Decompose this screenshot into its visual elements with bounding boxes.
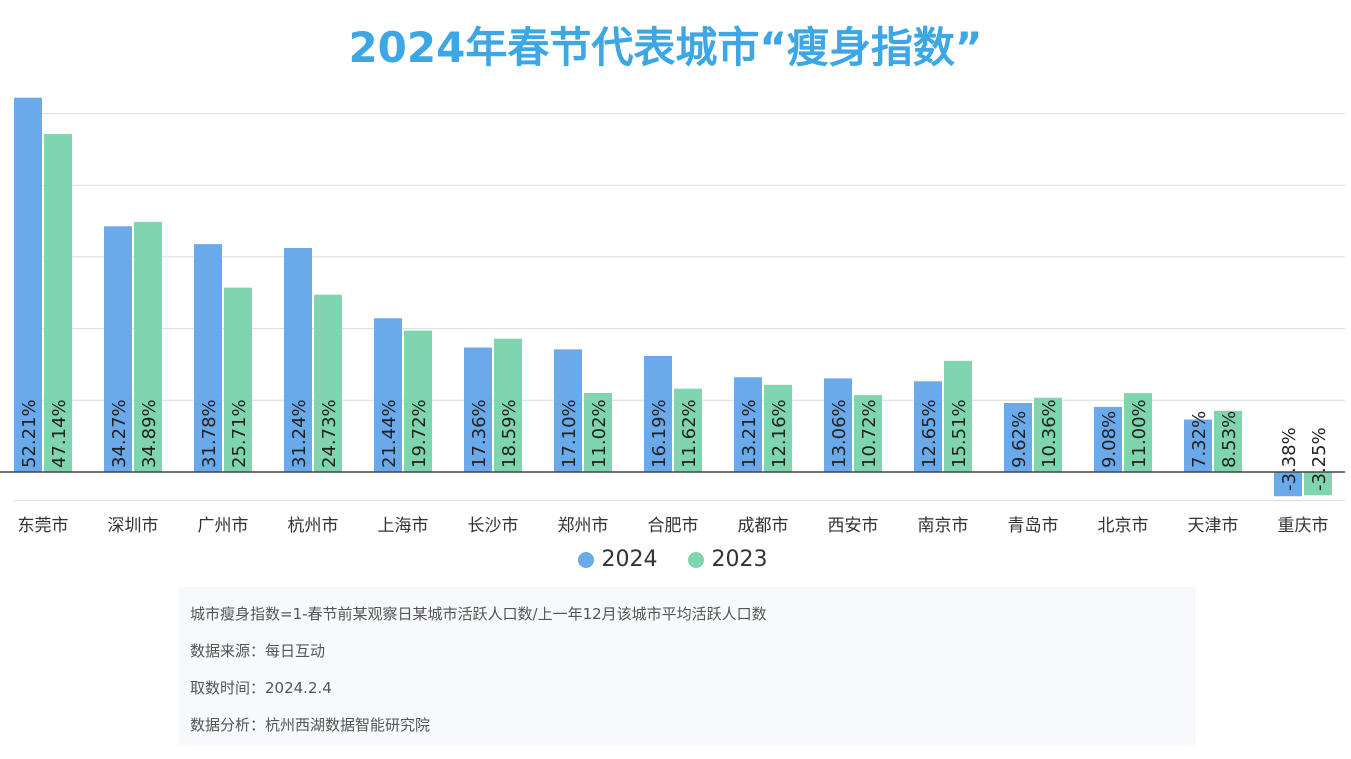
data-label-2023: 47.14% xyxy=(49,399,70,468)
data-label-2024: 34.27% xyxy=(109,399,130,468)
bar-2023 xyxy=(314,294,342,472)
chart-title: 2024年春节代表城市“瘦身指数” xyxy=(348,23,983,72)
bar-2024 xyxy=(644,355,672,472)
x-tick-label: 天津市 xyxy=(1188,516,1239,536)
bar-2023 xyxy=(1304,472,1332,496)
x-tick-label: 南京市 xyxy=(918,516,969,536)
data-label-2024: 13.21% xyxy=(739,399,760,468)
x-tick-label: 广州市 xyxy=(198,516,249,536)
legend-marker-2024 xyxy=(577,551,594,568)
bar-2023 xyxy=(134,221,162,472)
x-tick-label: 北京市 xyxy=(1098,516,1149,536)
bar-2023 xyxy=(1124,393,1152,472)
x-tick-label: 青岛市 xyxy=(1008,516,1059,536)
bar-2024 xyxy=(734,377,762,472)
bar-2024 xyxy=(1274,472,1302,497)
x-tick-label: 东莞市 xyxy=(18,516,69,536)
bar-2024 xyxy=(284,248,312,472)
bar-2024 xyxy=(1004,403,1032,472)
bar-2024 xyxy=(824,378,852,472)
note-date: 取数时间：2024.2.4 xyxy=(190,679,332,697)
data-label-2023: -3.25% xyxy=(1309,427,1330,491)
bar-2024 xyxy=(464,347,492,472)
data-label-2023: 10.72% xyxy=(859,399,880,468)
bar-2023 xyxy=(854,395,882,472)
data-label-2024: 16.19% xyxy=(649,399,670,468)
bar-2023 xyxy=(224,287,252,472)
data-label-2024: 12.65% xyxy=(919,399,940,468)
bar-2023 xyxy=(494,338,522,472)
bar-2023 xyxy=(404,330,432,472)
bar-2024 xyxy=(1184,419,1212,472)
data-label-2024: 31.78% xyxy=(199,399,220,468)
x-tick-label: 郑州市 xyxy=(558,516,609,536)
legend-label-2023: 2023 xyxy=(711,547,768,572)
legend-item-2024[interactable]: 2024 xyxy=(577,547,658,572)
notes-panel: 城市瘦身指数=1-春节前某观察日某城市活跃人口数/上一年12月该城市平均活跃人口… xyxy=(178,587,1196,745)
data-label-2024: 21.44% xyxy=(379,399,400,468)
x-tick-label: 长沙市 xyxy=(468,516,519,536)
data-label-2023: 11.02% xyxy=(589,399,610,468)
bar-2024 xyxy=(554,349,582,472)
data-label-2024: 52.21% xyxy=(19,399,40,468)
bar-2023 xyxy=(674,388,702,472)
bar-2023 xyxy=(1034,397,1062,472)
x-tick-label: 合肥市 xyxy=(648,516,699,536)
bar-2024 xyxy=(914,381,942,472)
bar-2023 xyxy=(764,384,792,472)
bar-2023 xyxy=(944,360,972,472)
legend-item-2023[interactable]: 2023 xyxy=(687,547,768,572)
data-label-2024: 13.06% xyxy=(829,399,850,468)
legend-label-2024: 2024 xyxy=(601,547,658,572)
data-label-2023: 11.62% xyxy=(679,399,700,468)
data-label-2023: 15.51% xyxy=(949,399,970,468)
data-label-2023: 24.73% xyxy=(319,399,340,468)
note-source: 数据来源：每日互动 xyxy=(190,642,326,660)
data-label-2024: -3.38% xyxy=(1279,427,1300,491)
data-label-2023: 12.16% xyxy=(769,399,790,468)
bar-2024 xyxy=(374,318,402,472)
bar-2024 xyxy=(14,97,42,472)
data-label-2023: 10.36% xyxy=(1039,399,1060,468)
bar-2024 xyxy=(104,226,132,472)
data-label-2023: 25.71% xyxy=(229,399,250,468)
x-tick-label: 上海市 xyxy=(378,516,429,536)
data-label-2024: 7.32% xyxy=(1189,411,1210,468)
data-label-2024: 9.08% xyxy=(1099,411,1120,468)
bar-2024 xyxy=(194,244,222,472)
bar-2024 xyxy=(1094,406,1122,472)
bar-chart: 52.21% 47.14% 东莞市 34.27% 34.89% 深圳市 31.78% 25.7… xyxy=(0,97,1345,536)
note-definition: 城市瘦身指数=1-春节前某观察日某城市活跃人口数/上一年12月该城市平均活跃人口… xyxy=(190,605,767,623)
x-tick-label: 重庆市 xyxy=(1278,516,1329,536)
data-label-2023: 8.53% xyxy=(1219,411,1240,468)
x-tick-label: 成都市 xyxy=(738,516,789,536)
data-label-2024: 9.62% xyxy=(1009,411,1030,468)
x-tick-label: 深圳市 xyxy=(108,516,159,536)
data-label-2023: 34.89% xyxy=(139,399,160,468)
data-label-2023: 11.00% xyxy=(1129,399,1150,468)
data-label-2023: 18.59% xyxy=(499,399,520,468)
bar-2023 xyxy=(1214,410,1242,472)
x-tick-label: 杭州市 xyxy=(288,516,339,536)
data-label-2024: 17.36% xyxy=(469,399,490,468)
data-label-2024: 17.10% xyxy=(559,399,580,468)
data-label-2023: 19.72% xyxy=(409,399,430,468)
bar-2023 xyxy=(44,134,72,472)
legend: 2024 2023 xyxy=(0,547,1345,572)
bar-2023 xyxy=(584,392,612,472)
x-tick-label: 西安市 xyxy=(828,516,879,536)
data-label-2024: 31.24% xyxy=(289,399,310,468)
note-analysis: 数据分析：杭州西湖数据智能研究院 xyxy=(190,716,431,734)
legend-marker-2023 xyxy=(687,551,704,568)
